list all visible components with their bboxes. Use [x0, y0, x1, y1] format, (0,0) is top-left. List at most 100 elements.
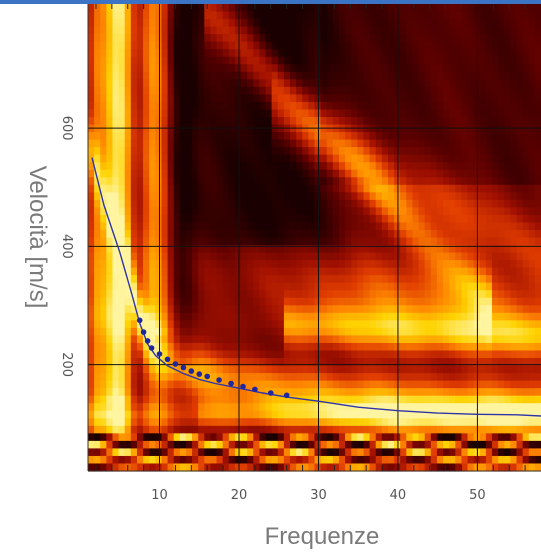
- heatmap-cell: [498, 237, 505, 246]
- heatmap-cell: [210, 79, 218, 88]
- heatmap-cell: [277, 358, 285, 367]
- heatmap-cell: [228, 49, 236, 58]
- heatmap-cell: [504, 358, 511, 367]
- heatmap-cell: [283, 395, 291, 404]
- heatmap-cell: [332, 139, 340, 148]
- heatmap-cell: [387, 275, 395, 284]
- heatmap-cell: [94, 147, 101, 156]
- heatmap-cell: [302, 237, 309, 246]
- heatmap-cell: [394, 320, 401, 329]
- heatmap-cell: [179, 380, 187, 389]
- heatmap-cell: [130, 64, 138, 73]
- heatmap-cell: [326, 418, 334, 427]
- heatmap-cell: [492, 184, 499, 193]
- heatmap-cell: [381, 455, 389, 465]
- heatmap-cell: [455, 358, 463, 367]
- heatmap-cell: [228, 19, 236, 28]
- heatmap-cell: [455, 365, 463, 374]
- heatmap-cell: [345, 154, 352, 163]
- heatmap-cell: [406, 49, 414, 58]
- heatmap-cell: [234, 229, 242, 239]
- heatmap-cell: [363, 312, 371, 321]
- heatmap-cell: [173, 373, 181, 382]
- heatmap-cell: [204, 433, 212, 442]
- heatmap-cell: [461, 320, 469, 329]
- heatmap-cell: [271, 214, 279, 224]
- heatmap-cell: [265, 433, 273, 442]
- heatmap-cell: [375, 94, 383, 103]
- heatmap-cell: [485, 305, 493, 314]
- heatmap-cell: [375, 365, 383, 374]
- heatmap-cell: [192, 41, 199, 50]
- heatmap-cell: [314, 132, 322, 141]
- heatmap-cell: [155, 222, 163, 231]
- heatmap-cell: [406, 79, 414, 88]
- heatmap-cell: [461, 380, 469, 389]
- heatmap-cell: [375, 86, 383, 95]
- heatmap-cell: [412, 403, 420, 412]
- heatmap-cell: [118, 440, 126, 449]
- heatmap-cell: [216, 94, 224, 103]
- heatmap-cell: [345, 350, 352, 359]
- heatmap-cell: [253, 358, 260, 367]
- heatmap-cell: [498, 41, 505, 50]
- heatmap-cell: [394, 327, 401, 337]
- heatmap-cell: [406, 252, 414, 261]
- heatmap-cell: [290, 395, 297, 404]
- heatmap-cell: [222, 260, 230, 269]
- heatmap-cell: [253, 56, 260, 65]
- heatmap-cell: [320, 305, 328, 314]
- heatmap-cell: [241, 327, 248, 337]
- heatmap-cell: [302, 11, 309, 20]
- heatmap-cell: [418, 320, 426, 329]
- heatmap-cell: [192, 267, 199, 276]
- heatmap-cell: [155, 19, 163, 28]
- heatmap-cell: [112, 34, 120, 43]
- heatmap-cell: [375, 19, 383, 28]
- heatmap-cell: [106, 64, 114, 73]
- heatmap-cell: [345, 403, 352, 412]
- heatmap-cell: [143, 4, 150, 13]
- heatmap-cell: [247, 350, 254, 359]
- y-tick-label: 600: [59, 116, 74, 141]
- heatmap-cell: [320, 207, 328, 216]
- heatmap-cell: [424, 237, 432, 246]
- heatmap-cell: [241, 86, 248, 95]
- heatmap-cell: [118, 418, 126, 427]
- heatmap-cell: [192, 19, 199, 28]
- heatmap-cell: [302, 327, 309, 337]
- heatmap-cell: [259, 252, 267, 261]
- heatmap-cell: [271, 282, 279, 291]
- heatmap-cell: [424, 199, 432, 208]
- heatmap-cell: [510, 365, 518, 374]
- heatmap-cell: [198, 350, 205, 359]
- heatmap-cell: [228, 79, 236, 88]
- heatmap-cell: [406, 109, 414, 118]
- heatmap-cell: [106, 79, 114, 88]
- heatmap-cell: [308, 177, 316, 186]
- heatmap-cell: [369, 154, 377, 163]
- heatmap-cell: [143, 463, 150, 472]
- heatmap-cell: [443, 305, 450, 314]
- heatmap-cell: [308, 350, 316, 359]
- heatmap-cell: [192, 290, 199, 299]
- heatmap-cell: [320, 395, 328, 404]
- heatmap-cell: [320, 147, 328, 156]
- heatmap-cell: [436, 19, 444, 28]
- heatmap-cell: [504, 222, 511, 231]
- heatmap-cell: [198, 395, 205, 404]
- heatmap-cell: [338, 282, 346, 291]
- heatmap-cell: [234, 327, 242, 337]
- heatmap-cell: [528, 267, 536, 276]
- heatmap-cell: [436, 463, 444, 472]
- heatmap-cell: [345, 71, 352, 80]
- heatmap-cell: [430, 455, 438, 465]
- heatmap-cell: [485, 260, 493, 269]
- heatmap-cell: [167, 365, 175, 374]
- heatmap-cell: [516, 11, 524, 20]
- heatmap-cell: [130, 305, 138, 314]
- heatmap-cell: [351, 320, 358, 329]
- heatmap-cell: [492, 320, 499, 329]
- heatmap-cell: [357, 297, 365, 306]
